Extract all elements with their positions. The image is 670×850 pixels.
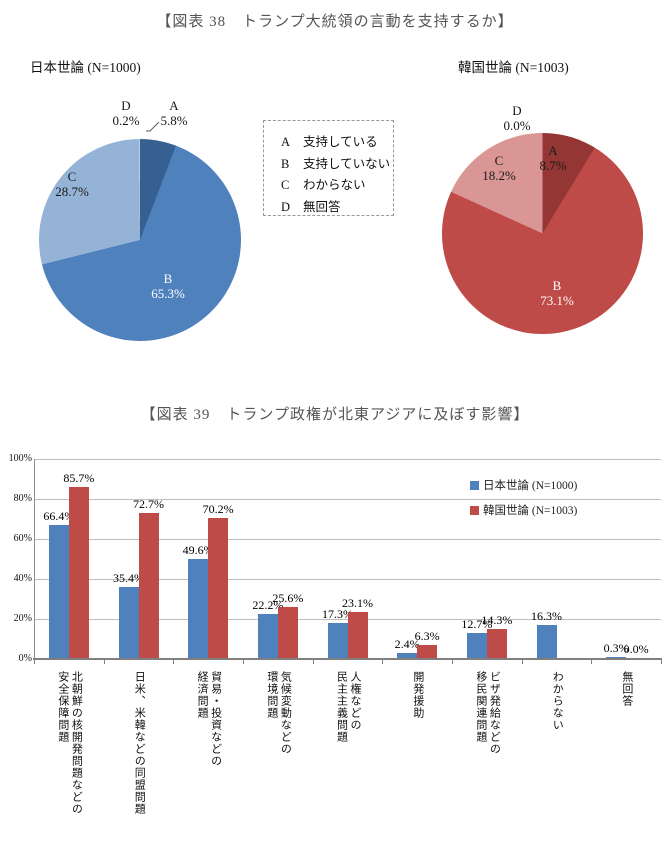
bar-japan: [327, 623, 348, 658]
bar-japan: [118, 587, 139, 658]
pie-slice-label: C 28.7%: [55, 169, 89, 199]
x-axis-tick: [661, 660, 662, 664]
y-axis-tick-label: 20%: [13, 613, 32, 624]
pie-slice-label: B 65.3%: [151, 271, 185, 301]
x-axis-tick: [382, 660, 384, 664]
bar-korea: [417, 645, 438, 658]
category-label: 無回答: [620, 671, 633, 707]
bar-korea: [138, 512, 159, 658]
legend-item: B 支持していない: [281, 153, 393, 175]
category-label: わからない: [551, 671, 564, 731]
bar-value-label: 23.1%: [342, 595, 373, 610]
x-axis-line: [33, 658, 662, 660]
bar-value-label: 0.0%: [623, 642, 649, 656]
pie-slice-label: B 73.1%: [540, 278, 574, 308]
y-axis-line: [34, 459, 35, 659]
bar-value-label: 14.3%: [481, 613, 513, 628]
legend-label: わからない: [303, 178, 366, 192]
bar-value-label: 17.3%: [322, 607, 353, 622]
pie-slice-label: A 8.7%: [539, 143, 567, 173]
gridline: [34, 459, 661, 460]
bar-value-label: 16.3%: [531, 609, 562, 624]
bar-value-label: 25.6%: [272, 590, 304, 605]
pie-slice-label: C 18.2%: [482, 153, 516, 183]
bar-korea: [347, 611, 368, 658]
gridline: [34, 579, 661, 580]
legend-key: D: [281, 199, 291, 214]
x-axis-tick: [452, 660, 453, 664]
pie-slice-label: D 0.0%: [503, 103, 531, 133]
x-axis-tick: [34, 660, 35, 664]
bar-value-label: 49.6%: [182, 542, 214, 557]
x-axis-tick: [312, 660, 314, 664]
x-axis-tick: [521, 660, 523, 664]
pie-slice-label: A 5.8%: [160, 98, 188, 128]
fig39-title: 【図表 39 トランプ政権が北東アジアに及ぼす影響】: [140, 407, 530, 423]
bar-value-label: 35.4%: [113, 571, 144, 586]
y-axis-tick-label: 60%: [13, 533, 32, 544]
bar-value-label: 85.7%: [63, 470, 95, 485]
bar-japan: [48, 525, 69, 658]
x-axis-tick: [591, 660, 593, 664]
bar-value-label: 66.4%: [43, 509, 75, 524]
legend-label: 無回答: [303, 199, 341, 214]
category-label: ビザ発給などの 移民関連問題: [474, 671, 501, 755]
y-axis-tick-label: 80%: [13, 493, 32, 504]
japan-pie-header: 日本世論 (N=1000): [30, 60, 141, 75]
category-label: 人権などの 民主主義問題: [335, 671, 362, 743]
korea-pie-chart: [442, 133, 643, 334]
gridline: [34, 539, 661, 540]
bar-value-label: 72.7%: [133, 496, 164, 511]
y-axis-tick-label: 40%: [13, 573, 32, 584]
bar-korea: [277, 606, 298, 658]
bar-korea: [486, 629, 507, 658]
bar-value-label: 0.3%: [603, 641, 629, 656]
legend-key: B: [281, 156, 290, 171]
gridline: [34, 499, 661, 500]
bar-japan: [397, 653, 418, 658]
fig38-title: 【図表 38 トランプ大統領の言動を支持するか】: [156, 14, 514, 30]
category-label: 開発援助: [411, 671, 424, 719]
bar-japan: [188, 558, 209, 658]
bar-japan: [257, 613, 278, 658]
bar-value-label: 6.3%: [414, 629, 440, 644]
category-label: 北朝鮮の核開発問題などの 安全保障問題: [56, 671, 83, 815]
y-axis-tick-label: 0%: [18, 653, 32, 664]
bar-value-label: 22.2%: [252, 597, 284, 612]
legend-series-label: 日本世論 (N=1000): [483, 480, 578, 492]
category-label: 気候変動などの 環境問題: [265, 671, 292, 755]
legend-label: 支持していない: [303, 156, 391, 171]
legend-item: A 支持している: [281, 131, 393, 153]
pie-slice-label: D 0.2%: [112, 98, 140, 128]
category-label: 貿易・投資などの 経済問題: [196, 671, 222, 767]
korea-pie-header: 韓国世論 (N=1003): [458, 60, 569, 75]
bar-value-label: 2.4%: [394, 637, 420, 652]
x-axis-tick: [173, 660, 175, 664]
x-axis-tick: [243, 660, 244, 664]
bar-japan: [536, 625, 557, 658]
bar-legend-item: 日本世論 (N=1000): [470, 477, 577, 493]
bar-legend-item: 韓国世論 (N=1003): [470, 502, 577, 518]
legend-series-label: 韓国世論 (N=1003): [483, 505, 578, 517]
x-axis-tick: [103, 660, 105, 664]
legend-label: 支持している: [303, 135, 378, 149]
pie-legend-box: A 支持している B 支持していない C わからない D 無回答: [263, 120, 394, 216]
bar-value-label: 70.2%: [202, 501, 234, 516]
bar-value-label: 12.7%: [461, 616, 493, 631]
legend-key: C: [281, 178, 290, 192]
category-label: 日米、米韓などの同盟問題: [133, 671, 146, 815]
bar-japan: [606, 657, 627, 658]
y-axis-tick-label: 100%: [8, 453, 32, 464]
legend-swatch: [470, 506, 479, 515]
legend-swatch: [470, 481, 479, 490]
legend-item: C わからない: [281, 174, 393, 196]
legend-item: D 無回答: [281, 196, 393, 218]
japan-pie-chart: [39, 139, 241, 341]
bar-japan: [466, 632, 487, 658]
legend-key: A: [281, 135, 291, 149]
pie-label-leader-line: [146, 122, 160, 132]
bar-korea: [68, 486, 89, 658]
bar-korea: [208, 517, 229, 658]
